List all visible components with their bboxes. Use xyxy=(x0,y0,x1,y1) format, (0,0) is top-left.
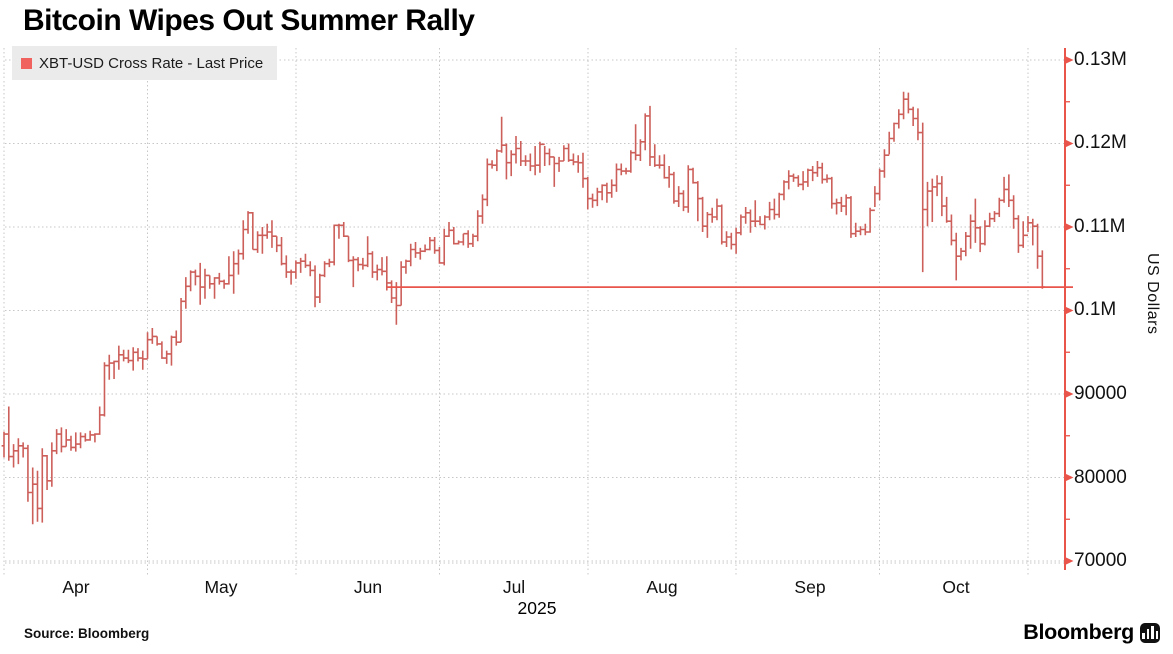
bloomberg-branding: Bloomberg xyxy=(1023,620,1160,645)
y-axis-label: 0.11M xyxy=(1074,216,1126,237)
gridlines xyxy=(3,48,1065,575)
chart-title: Bitcoin Wipes Out Summer Rally xyxy=(23,4,475,37)
y-axis-title: US Dollars xyxy=(1144,253,1161,335)
month-label: Apr xyxy=(62,577,90,597)
month-label: Oct xyxy=(942,577,970,597)
y-axis-label: 0.1M xyxy=(1074,299,1117,320)
y-axis-label: 90000 xyxy=(1074,383,1127,404)
y-axis-label: 80000 xyxy=(1074,467,1127,488)
year-label: 2025 xyxy=(517,598,557,618)
month-label: Jul xyxy=(502,577,526,597)
month-label: Jun xyxy=(353,577,383,597)
bloomberg-bars-icon xyxy=(1140,622,1160,643)
y-axis-ticks xyxy=(1065,56,1074,565)
source-label: Source: Bloomberg xyxy=(24,626,150,641)
legend-swatch-icon xyxy=(21,57,32,69)
ohlc-price-bars xyxy=(1,91,1045,525)
month-label: Aug xyxy=(646,577,678,597)
legend-label: XBT-USD Cross Rate - Last Price xyxy=(39,54,264,72)
y-axis-label: 0.12M xyxy=(1074,132,1127,153)
bloomberg-wordmark: Bloomberg xyxy=(1023,620,1134,644)
month-label: May xyxy=(204,577,238,597)
y-axis-label: 70000 xyxy=(1074,550,1127,571)
y-axis-label: 0.13M xyxy=(1074,49,1127,70)
month-label: Sep xyxy=(794,577,826,597)
legend: XBT-USD Cross Rate - Last Price xyxy=(12,46,278,80)
